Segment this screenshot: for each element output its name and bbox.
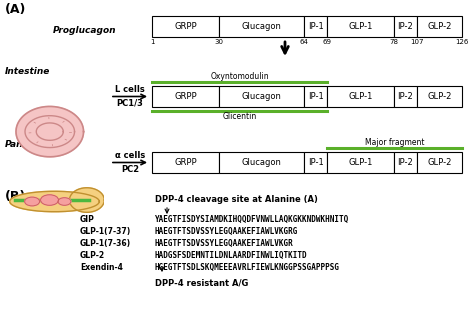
Bar (304, 86, 327, 107)
Text: YAEGTFISDYSIAMDKIHQQDFVNWLLAQKGKKNDWKHNITQ: YAEGTFISDYSIAMDKIHQQDFVNWLLAQKGKKNDWKHNI… (155, 215, 349, 224)
Text: HAEGTFTSDVSSYLEGQAAKEFIAWLVKGR: HAEGTFTSDVSSYLEGQAAKEFIAWLVKGR (155, 239, 294, 248)
Text: Major fragment: Major fragment (365, 138, 424, 147)
Text: Exendin-4: Exendin-4 (80, 263, 123, 272)
Text: GLP-1(7-36): GLP-1(7-36) (80, 239, 131, 248)
Text: 107: 107 (410, 39, 424, 45)
Text: GRPP: GRPP (174, 158, 197, 167)
Polygon shape (70, 188, 104, 212)
Text: HAEGTFTSDVSSYLEGQAAKEFIAWLVKGRG: HAEGTFTSDVSSYLEGQAAKEFIAWLVKGRG (155, 227, 298, 236)
Text: HADGSFSDEMNTILDNLAARDFINWLIQTKITD: HADGSFSDEMNTILDNLAARDFINWLIQTKITD (155, 251, 308, 260)
Bar (152, 16, 219, 37)
Text: GRPP: GRPP (174, 92, 197, 101)
Text: IP-1: IP-1 (308, 92, 323, 101)
Text: IP-2: IP-2 (398, 92, 413, 101)
Bar (152, 86, 219, 107)
Text: GLP-2: GLP-2 (428, 158, 452, 167)
Circle shape (58, 198, 71, 205)
Bar (394, 86, 417, 107)
Text: 126: 126 (456, 39, 469, 45)
Text: GLP-2: GLP-2 (428, 92, 452, 101)
Text: GLP-1(7-37): GLP-1(7-37) (80, 227, 131, 236)
Text: GIP: GIP (80, 215, 95, 224)
Text: HGEGTFTSDLSKQMEEEAVRLFIEWLKNGGPSSGAPPPSG: HGEGTFTSDLSKQMEEEAVRLFIEWLKNGGPSSGAPPPSG (155, 263, 340, 272)
Text: Pancreas: Pancreas (5, 140, 51, 149)
Bar (417, 16, 462, 37)
Text: 1: 1 (150, 39, 154, 45)
Circle shape (41, 195, 58, 205)
Text: L cells: L cells (115, 85, 145, 95)
Text: DPP-4 resistant A/G: DPP-4 resistant A/G (155, 278, 248, 287)
Text: GLP-2: GLP-2 (80, 251, 105, 260)
Text: 30: 30 (214, 39, 223, 45)
Text: GLP-1: GLP-1 (348, 158, 373, 167)
Bar (327, 86, 394, 107)
Polygon shape (10, 191, 100, 212)
Text: (B): (B) (5, 190, 26, 203)
Text: IP-2: IP-2 (398, 158, 413, 167)
Bar (219, 86, 304, 107)
Text: GLP-2: GLP-2 (428, 22, 452, 31)
Text: PC2: PC2 (121, 164, 139, 174)
Text: GLP-1: GLP-1 (348, 22, 373, 31)
Bar (417, 86, 462, 107)
Text: 64: 64 (300, 39, 309, 45)
Text: IP-2: IP-2 (398, 22, 413, 31)
Text: α cells: α cells (115, 151, 145, 161)
Bar (327, 152, 394, 173)
Bar (417, 152, 462, 173)
Bar (394, 152, 417, 173)
Text: Intestine: Intestine (5, 67, 50, 76)
Polygon shape (16, 107, 83, 157)
Text: Proglucagon: Proglucagon (53, 26, 117, 35)
Bar (304, 16, 327, 37)
Bar (219, 152, 304, 173)
Circle shape (25, 197, 39, 206)
Bar (304, 152, 327, 173)
Text: Glucagon: Glucagon (241, 92, 281, 101)
Text: IP-1: IP-1 (308, 158, 323, 167)
Bar (152, 152, 219, 173)
Text: (A): (A) (5, 3, 27, 16)
Bar (327, 16, 394, 37)
Text: IP-1: IP-1 (308, 22, 323, 31)
Text: Glucagon: Glucagon (241, 158, 281, 167)
Bar (219, 16, 304, 37)
Text: GLP-1: GLP-1 (348, 92, 373, 101)
Text: PC1/3: PC1/3 (117, 98, 144, 108)
Text: 78: 78 (389, 39, 398, 45)
Text: Glucagon: Glucagon (241, 22, 281, 31)
Text: DPP-4 cleavage site at Alanine (A): DPP-4 cleavage site at Alanine (A) (155, 195, 318, 204)
Text: 69: 69 (323, 39, 332, 45)
Text: GRPP: GRPP (174, 22, 197, 31)
Text: Glicentin: Glicentin (222, 112, 257, 121)
Text: Oxyntomodulin: Oxyntomodulin (210, 72, 269, 81)
Bar (394, 16, 417, 37)
